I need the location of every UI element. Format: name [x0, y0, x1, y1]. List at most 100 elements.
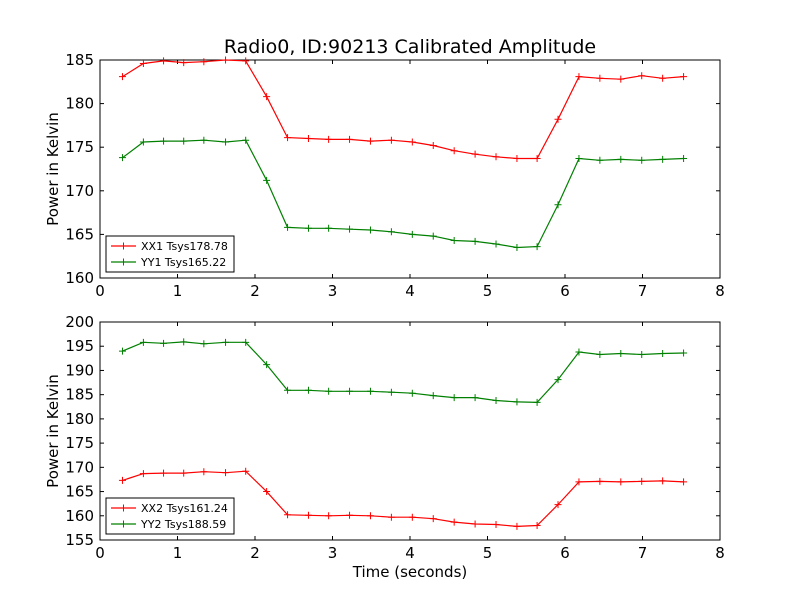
x-tick-label: 3: [328, 282, 338, 300]
data-point: [575, 348, 583, 356]
data-point: [222, 338, 230, 346]
data-point: [450, 147, 458, 155]
data-point: [200, 136, 208, 144]
data-point: [513, 398, 521, 406]
legend-marker: [120, 520, 127, 528]
legend: XX2 Tsys161.24 YY2 Tsys188.59: [105, 497, 235, 535]
data-point: [346, 225, 354, 233]
data-point: [222, 469, 230, 477]
data-point: [222, 138, 230, 146]
y-tick-label: 170: [65, 182, 94, 200]
data-point: [429, 141, 437, 149]
data-point: [680, 73, 688, 81]
y-tick-label: 180: [65, 95, 94, 113]
data-point: [284, 511, 292, 519]
data-point: [160, 339, 168, 347]
data-point: [139, 59, 147, 67]
y-tick-label: 175: [65, 434, 94, 452]
data-point: [408, 138, 416, 146]
data-point: [659, 477, 667, 485]
data-point: [617, 349, 625, 357]
data-point: [596, 350, 604, 358]
data-point: [533, 155, 541, 163]
legend-marker: [120, 504, 127, 512]
y-axis-label: Power in Kelvin: [44, 112, 62, 226]
data-point: [638, 72, 646, 80]
data-point: [680, 478, 688, 486]
data-point: [304, 386, 312, 394]
series-line-2: [122, 341, 684, 404]
y-tick-label: 165: [65, 483, 94, 501]
data-point: [408, 230, 416, 238]
data-point: [160, 137, 168, 145]
y-tick-label: 160: [65, 269, 94, 287]
data-point: [554, 376, 562, 384]
data-point: [139, 470, 147, 478]
x-tick-label: 0: [95, 544, 105, 562]
data-point: [160, 469, 168, 477]
x-tick-label: 2: [250, 282, 260, 300]
x-tick-label: 7: [638, 544, 648, 562]
data-point: [242, 338, 250, 346]
x-tick-label: 6: [560, 282, 570, 300]
data-point: [471, 150, 479, 158]
data-point: [325, 135, 333, 143]
data-point: [242, 136, 250, 144]
data-point: [408, 389, 416, 397]
data-point: [366, 226, 374, 234]
data-point: [554, 115, 562, 123]
legend-marker: [120, 242, 127, 250]
x-tick-label: 6: [560, 544, 570, 562]
x-tick-label: 3: [328, 544, 338, 562]
data-point: [366, 512, 374, 520]
x-tick-label: 0: [95, 282, 105, 300]
data-point: [118, 476, 126, 484]
data-point: [638, 350, 646, 358]
subplot-1: 0 1 2 3 4 5 6 7 8 160 165 170 175 180 185 Power in Kelv…: [44, 51, 725, 300]
legend-marker: [120, 258, 127, 266]
x-tick-label: 5: [483, 282, 493, 300]
data-point: [263, 93, 271, 101]
data-point: [680, 155, 688, 163]
x-tick-label: 1: [173, 282, 183, 300]
data-point: [596, 156, 604, 164]
data-point: [596, 477, 604, 485]
data-point: [533, 398, 541, 406]
data-point: [554, 501, 562, 509]
data-point: [492, 240, 500, 248]
data-point: [325, 387, 333, 395]
data-point: [533, 243, 541, 251]
data-point: [304, 224, 312, 232]
data-point: [242, 57, 250, 65]
legend-label: XX2 Tsys161.24: [141, 502, 228, 515]
series-line-1: [122, 59, 684, 160]
data-point: [263, 488, 271, 496]
data-point: [450, 394, 458, 402]
x-tick-label: 1: [173, 544, 183, 562]
legend-box: [105, 235, 235, 273]
y-tick-label: 155: [65, 531, 94, 549]
y-tick-label: 165: [65, 225, 94, 243]
data-point: [429, 392, 437, 400]
data-point: [346, 135, 354, 143]
x-tick-label: 8: [715, 282, 725, 300]
data-point: [200, 58, 208, 66]
data-point: [304, 134, 312, 142]
legend-label: YY2 Tsys188.59: [140, 518, 226, 531]
data-point: [387, 228, 395, 236]
data-point: [160, 57, 168, 65]
data-point: [638, 156, 646, 164]
data-point: [118, 154, 126, 162]
data-point: [180, 469, 188, 477]
data-point: [659, 155, 667, 163]
data-point: [659, 74, 667, 82]
y-tick-label: 185: [65, 51, 94, 69]
legend-label: YY1 Tsys165.22: [140, 256, 226, 269]
series-line-2: [122, 139, 684, 249]
y-tick-label: 200: [65, 313, 94, 331]
data-point: [638, 477, 646, 485]
y-axis-label: Power in Kelvin: [44, 374, 62, 488]
data-point: [575, 155, 583, 163]
data-point: [680, 349, 688, 357]
data-point: [659, 349, 667, 357]
